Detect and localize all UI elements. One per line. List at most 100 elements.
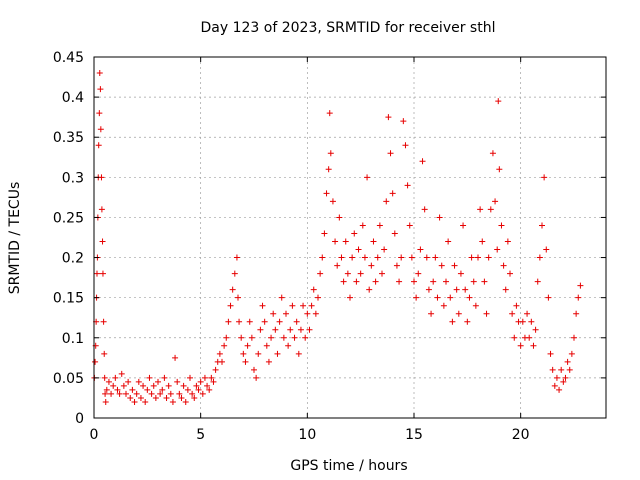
data-point xyxy=(468,254,475,261)
data-point xyxy=(118,370,125,377)
data-point xyxy=(95,142,102,149)
data-point xyxy=(364,174,371,181)
data-point xyxy=(500,262,507,269)
data-point xyxy=(161,374,168,381)
data-point xyxy=(326,110,333,117)
data-point xyxy=(103,386,110,393)
data-point xyxy=(270,310,277,317)
data-point xyxy=(485,254,492,261)
data-point xyxy=(221,342,228,349)
data-point xyxy=(524,310,531,317)
data-point xyxy=(342,238,349,245)
data-point xyxy=(193,382,200,389)
data-point xyxy=(100,318,107,325)
data-point xyxy=(97,126,104,133)
data-point xyxy=(338,254,345,261)
data-point xyxy=(233,254,240,261)
data-point xyxy=(229,286,236,293)
data-point xyxy=(428,310,435,317)
data-point xyxy=(415,270,422,277)
data-point xyxy=(376,222,383,229)
data-point xyxy=(327,150,334,157)
data-point xyxy=(568,350,575,357)
data-point xyxy=(178,394,185,401)
data-point xyxy=(349,254,356,261)
x-axis-label: GPS time / hours xyxy=(290,458,407,474)
data-point xyxy=(251,366,257,373)
data-point xyxy=(206,386,213,393)
data-point xyxy=(498,222,505,229)
y-tick-label: 0.4 xyxy=(62,90,84,106)
y-tick-label: 0.45 xyxy=(53,50,84,66)
data-point xyxy=(99,270,106,277)
data-point xyxy=(528,318,535,325)
data-point xyxy=(315,294,321,301)
data-point xyxy=(210,378,217,385)
data-point xyxy=(408,254,415,261)
data-point xyxy=(274,350,281,357)
data-point xyxy=(336,214,343,221)
data-point xyxy=(187,374,193,381)
data-point xyxy=(165,382,172,389)
data-point xyxy=(449,318,456,325)
data-point xyxy=(541,174,548,181)
data-point xyxy=(443,278,449,285)
data-point xyxy=(509,310,516,317)
tick-labels: 0 5 10 15 20 0 0.05 0.1 0.15 0.2 0.25 0.3 0.35 0.4 0.4… xyxy=(53,50,530,443)
data-point xyxy=(238,334,245,341)
data-point xyxy=(191,394,198,401)
data-point xyxy=(105,378,112,385)
data-point xyxy=(142,398,149,405)
data-point xyxy=(445,238,452,245)
data-point xyxy=(329,198,336,205)
data-point xyxy=(148,390,155,397)
y-tick-label: 0.2 xyxy=(62,251,84,267)
data-point xyxy=(319,254,326,261)
data-point xyxy=(396,278,403,285)
data-point xyxy=(312,310,319,317)
data-point xyxy=(547,350,554,357)
data-point xyxy=(236,318,243,325)
data-point xyxy=(372,278,379,285)
data-point xyxy=(253,374,260,381)
data-point xyxy=(361,254,368,261)
data-point xyxy=(517,342,524,349)
data-point xyxy=(199,390,206,397)
data-point xyxy=(487,206,494,213)
data-point xyxy=(466,294,473,301)
data-point xyxy=(216,350,223,357)
data-point xyxy=(244,342,251,349)
data-point xyxy=(159,386,166,393)
data-point xyxy=(556,386,563,393)
data-point xyxy=(219,358,225,365)
data-point xyxy=(131,398,138,405)
data-point xyxy=(225,318,232,325)
data-point xyxy=(125,378,132,385)
data-point xyxy=(140,382,147,389)
data-point xyxy=(182,398,189,405)
data-point xyxy=(462,286,469,293)
data-point xyxy=(391,230,398,237)
data-point xyxy=(539,222,545,229)
data-point xyxy=(204,382,211,389)
data-point xyxy=(494,246,501,253)
data-point xyxy=(344,270,351,277)
data-point xyxy=(120,382,127,389)
data-point xyxy=(323,190,330,197)
data-point xyxy=(504,238,511,245)
data-point xyxy=(231,270,238,277)
data-point xyxy=(102,398,109,405)
data-point xyxy=(280,334,287,341)
data-point xyxy=(496,166,503,173)
data-point xyxy=(144,386,151,393)
data-point xyxy=(400,118,407,125)
data-point xyxy=(513,302,520,309)
data-points xyxy=(91,70,584,405)
data-point xyxy=(393,262,400,269)
data-point xyxy=(383,198,390,205)
data-point xyxy=(455,310,462,317)
data-point xyxy=(108,390,115,397)
data-point xyxy=(453,286,460,293)
data-point xyxy=(297,326,304,333)
chart-title: Day 123 of 2023, SRMTID for receiver sth… xyxy=(201,20,496,36)
